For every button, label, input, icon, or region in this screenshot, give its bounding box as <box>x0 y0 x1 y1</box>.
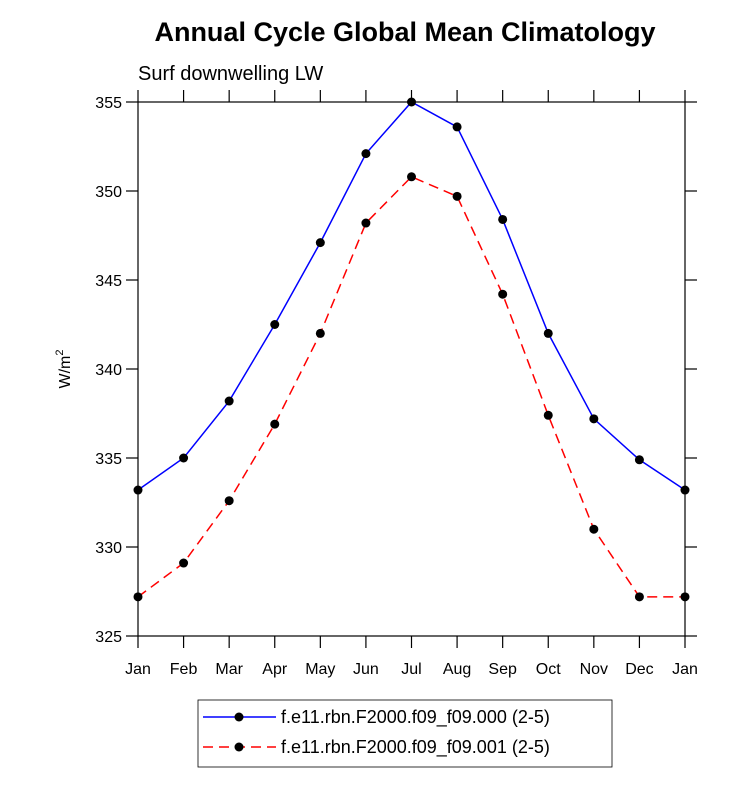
data-point <box>452 191 462 201</box>
series-line <box>137 101 686 491</box>
x-tick-label: Nov <box>580 661 608 678</box>
data-point <box>680 592 690 602</box>
data-point <box>224 396 234 406</box>
x-tick-label: Oct <box>536 661 561 678</box>
plot-frame <box>137 101 686 637</box>
data-point <box>589 524 599 534</box>
y-tick-label: 355 <box>95 95 122 112</box>
y-tick-labels: 325 330 335 340 345 350 355 <box>95 95 122 646</box>
x-tick-label: Jan <box>672 661 698 678</box>
data-point <box>498 289 508 299</box>
data-point <box>133 592 143 602</box>
y-axis-label: W/m2 <box>54 350 74 389</box>
data-point <box>361 149 371 159</box>
data-point <box>634 455 644 465</box>
y-tick-label: 330 <box>95 540 122 557</box>
x-tick-label: Feb <box>170 661 198 678</box>
data-point <box>315 328 325 338</box>
data-point <box>543 410 553 420</box>
y-tick-label: 335 <box>95 451 122 468</box>
legend-marker <box>234 742 244 752</box>
data-point <box>407 172 416 182</box>
legend-marker <box>234 712 244 722</box>
x-tick-label: Apr <box>262 661 288 678</box>
tick-marks <box>126 90 697 648</box>
x-tick-label: Dec <box>625 661 653 678</box>
x-tick-label: Aug <box>443 661 471 678</box>
legend: f.e11.rbn.F2000.f09_f09.000 (2-5) f.e11.r… <box>197 699 613 768</box>
x-tick-label: Jul <box>401 661 421 678</box>
series-layer <box>133 97 690 602</box>
y-tick-label: 350 <box>95 184 122 201</box>
series-1 <box>133 97 690 495</box>
data-point <box>224 496 234 506</box>
legend-label: f.e11.rbn.F2000.f09_f09.000 (2-5) <box>281 707 550 728</box>
data-point <box>315 238 325 248</box>
series-2 <box>133 172 690 602</box>
data-point <box>133 485 143 495</box>
y-tick-label: 340 <box>95 362 122 379</box>
y-tick-label: 325 <box>95 629 122 646</box>
data-point <box>179 453 189 463</box>
data-point <box>680 485 690 495</box>
chart-subtitle: Surf downwelling LW <box>138 63 323 85</box>
x-tick-labels: Jan Feb Mar Apr May Jun Jul Aug Sep Oct Nov Dec Jan <box>125 661 698 678</box>
data-point <box>407 97 416 107</box>
data-point <box>634 592 644 602</box>
chart-title: Annual Cycle Global Mean Climatology <box>154 17 655 47</box>
data-point <box>452 122 462 132</box>
svg-text:W/m2: W/m2 <box>54 350 74 389</box>
data-point <box>498 214 508 224</box>
series-line <box>137 175 685 598</box>
data-point <box>179 558 189 568</box>
y-axis-label-text: W/m <box>57 356 74 389</box>
data-point <box>270 419 280 429</box>
data-point <box>543 328 553 338</box>
data-point <box>589 414 599 424</box>
y-axis-label-superscript: 2 <box>54 350 66 356</box>
x-tick-label: Mar <box>215 661 243 678</box>
x-tick-label: Sep <box>488 661 517 678</box>
legend-label: f.e11.rbn.F2000.f09_f09.001 (2-5) <box>281 737 550 758</box>
legend-box <box>197 699 613 768</box>
data-point <box>361 218 371 228</box>
data-point <box>270 320 280 329</box>
x-tick-label: Jan <box>125 661 151 678</box>
x-tick-label: May <box>305 661 335 678</box>
y-tick-label: 345 <box>95 273 122 290</box>
x-tick-label: Jun <box>353 661 379 678</box>
